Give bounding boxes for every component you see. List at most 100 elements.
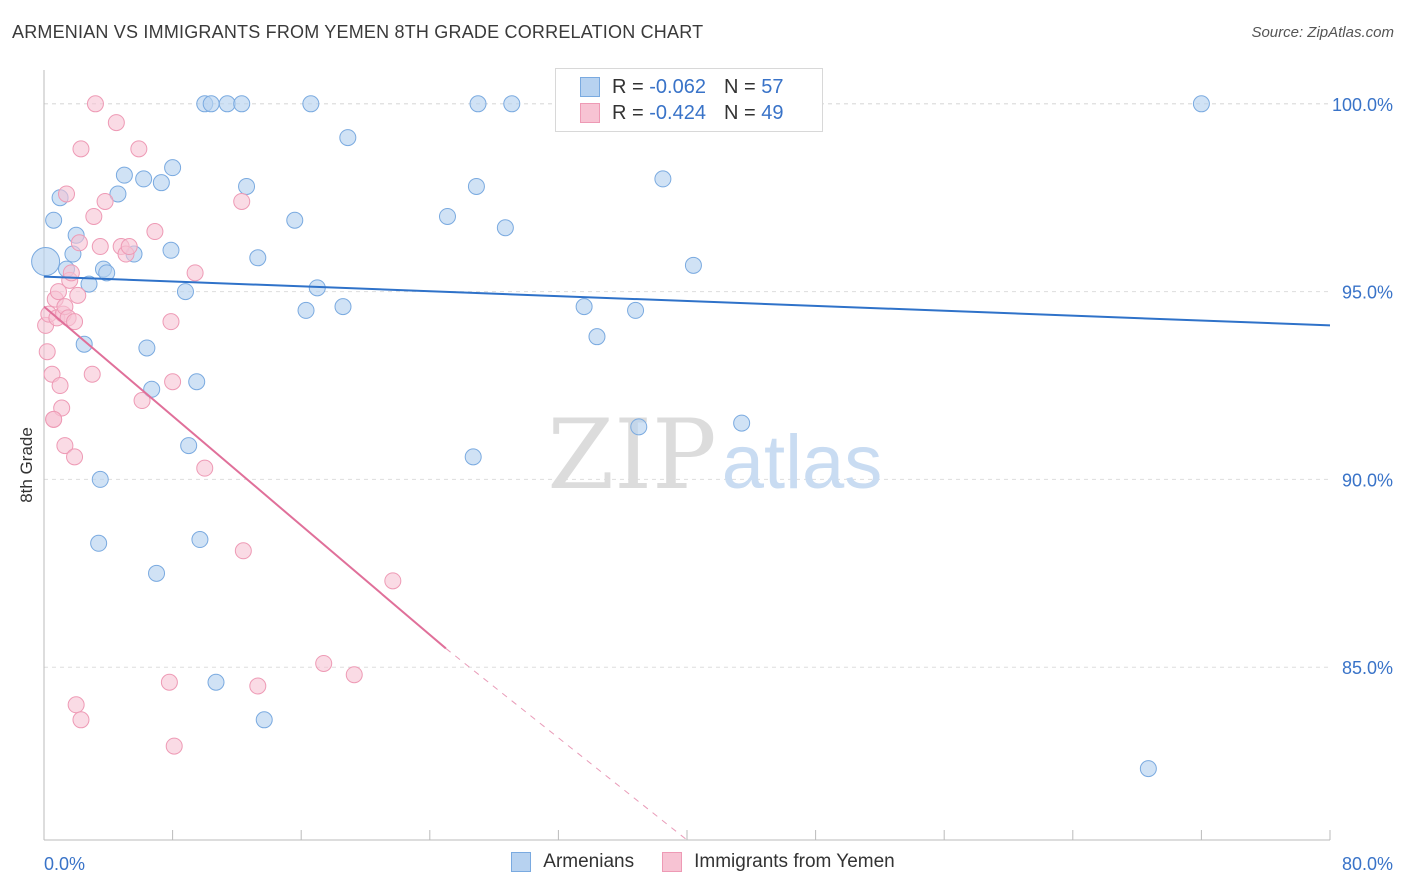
point-armenians (469, 95, 487, 113)
legend-swatch-blue (511, 852, 532, 872)
point-yemen (160, 673, 178, 691)
point-armenians (684, 256, 702, 274)
point-yemen (38, 343, 56, 361)
point-armenians (45, 211, 63, 229)
point-armenians (496, 219, 514, 237)
point-armenians (1192, 95, 1210, 113)
point-yemen (196, 459, 214, 477)
point-yemen (315, 654, 333, 672)
point-yemen (86, 95, 104, 113)
point-yemen (56, 437, 74, 455)
point-armenians (91, 470, 109, 488)
point-armenians (464, 448, 482, 466)
watermark-zip: ZIP (547, 399, 716, 511)
point-armenians (302, 95, 320, 113)
point-yemen (72, 140, 90, 158)
y-tick-label: 95.0% (1342, 283, 1393, 303)
point-yemen (186, 264, 204, 282)
point-armenians (297, 301, 315, 319)
legend-label-armenians: Armenians (543, 851, 635, 872)
legend-r-label: R = (612, 101, 644, 124)
legend-swatch-pink (580, 103, 600, 123)
point-yemen (83, 365, 101, 383)
point-yemen (133, 392, 151, 410)
x-tick-label: 0.0% (44, 854, 85, 874)
point-armenians (255, 711, 273, 729)
legend-label-yemen: Immigrants from Yemen (694, 851, 895, 872)
point-yemen (249, 677, 267, 695)
legend-n-label: N = (723, 75, 756, 98)
y-tick-label: 90.0% (1342, 470, 1393, 490)
legend-swatch-blue (580, 77, 600, 97)
axes (43, 70, 1331, 841)
point-yemen (58, 185, 76, 203)
point-yemen (146, 223, 164, 241)
y-tick-labels: 85.0% 90.0% 95.0% 100.0% (1332, 95, 1393, 678)
point-armenians (191, 531, 209, 549)
point-armenians (286, 211, 304, 229)
point-yemen (165, 737, 183, 755)
point-armenians (162, 241, 180, 259)
series-legend: Armenians Immigrants from Yemen (0, 851, 1406, 873)
point-armenians (218, 95, 236, 113)
chart-title: ARMENIAN VS IMMIGRANTS FROM YEMEN 8TH GR… (12, 22, 704, 42)
point-yemen (66, 313, 84, 331)
legend-n-label: N = (723, 101, 756, 124)
legend-row-yemen: R = -0.424 N = 49 (580, 100, 783, 126)
point-yemen (67, 696, 85, 714)
point-armenians (588, 328, 606, 346)
stats-legend: R = -0.062 N = 57 R = -0.424 N = 49 (555, 68, 823, 132)
legend-r-label: R = (612, 75, 644, 98)
point-armenians (1139, 760, 1157, 778)
point-armenians (627, 301, 645, 319)
point-armenians (164, 159, 182, 177)
x-tick-label: 80.0% (1342, 854, 1393, 874)
trend-line-armenians (43, 275, 1331, 327)
trend-lines (43, 275, 1331, 841)
point-armenians (654, 170, 672, 188)
point-armenians (249, 249, 267, 267)
watermark: ZIP atlas (547, 399, 882, 511)
point-yemen (107, 114, 125, 132)
legend-item-yemen: Immigrants from Yemen (662, 851, 895, 873)
legend-item-armenians: Armenians (511, 851, 634, 873)
series-yemen (37, 95, 402, 755)
point-yemen (85, 207, 103, 225)
y-tick-label: 85.0% (1342, 658, 1393, 678)
legend-row-armenians: R = -0.062 N = 57 (580, 74, 783, 100)
trend-line-yemen-extension (445, 648, 688, 841)
grid-lines (44, 103, 1330, 668)
point-armenians (180, 437, 198, 455)
point-armenians (176, 283, 194, 301)
point-armenians (90, 534, 108, 552)
point-armenians (233, 95, 251, 113)
point-yemen (384, 572, 402, 590)
point-armenians (503, 95, 521, 113)
point-armenians (31, 247, 61, 277)
point-armenians (202, 95, 220, 113)
watermark-atlas: atlas (722, 420, 883, 505)
point-armenians (152, 174, 170, 192)
point-yemen (51, 377, 69, 395)
trend-line-yemen (43, 305, 447, 650)
point-armenians (575, 298, 593, 316)
legend-n-value: 49 (761, 101, 784, 124)
point-armenians (188, 373, 206, 391)
point-armenians (148, 564, 166, 582)
point-yemen (49, 283, 67, 301)
point-armenians (630, 418, 648, 436)
legend-r-value: -0.062 (649, 75, 706, 98)
point-yemen (234, 542, 252, 560)
point-armenians (135, 170, 153, 188)
point-yemen (130, 140, 148, 158)
y-axis-label: 8th Grade (17, 427, 36, 503)
point-armenians (733, 414, 751, 432)
legend-n-value: 57 (761, 75, 784, 98)
point-yemen (164, 373, 182, 391)
point-yemen (233, 192, 251, 210)
point-armenians (98, 264, 116, 282)
x-tick-labels: 0.0% 80.0% (44, 854, 1393, 874)
legend-swatch-pink (662, 852, 683, 872)
point-yemen (69, 286, 87, 304)
legend-r-value: -0.424 (649, 101, 706, 124)
